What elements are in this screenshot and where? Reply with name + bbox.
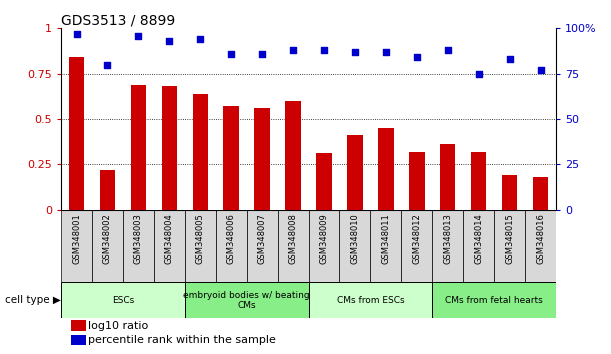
Bar bbox=[533, 177, 548, 210]
Bar bbox=[471, 152, 486, 210]
Text: GSM348005: GSM348005 bbox=[196, 213, 205, 264]
Text: GSM348013: GSM348013 bbox=[443, 213, 452, 264]
Text: percentile rank within the sample: percentile rank within the sample bbox=[89, 335, 276, 345]
Bar bbox=[131, 85, 146, 210]
Bar bbox=[316, 153, 332, 210]
Bar bbox=[185, 282, 309, 319]
Text: GSM348012: GSM348012 bbox=[412, 213, 422, 264]
Bar bbox=[154, 210, 185, 282]
Text: embryoid bodies w/ beating
CMs: embryoid bodies w/ beating CMs bbox=[183, 291, 310, 310]
Bar bbox=[216, 210, 247, 282]
Bar bbox=[185, 210, 216, 282]
Point bbox=[505, 56, 514, 62]
Text: GDS3513 / 8899: GDS3513 / 8899 bbox=[61, 13, 175, 27]
Bar bbox=[92, 210, 123, 282]
Point bbox=[536, 67, 546, 73]
Point bbox=[412, 55, 422, 60]
Bar bbox=[378, 128, 393, 210]
Point bbox=[134, 33, 144, 38]
Text: CMs from ESCs: CMs from ESCs bbox=[337, 296, 404, 305]
Bar bbox=[71, 320, 86, 331]
Bar bbox=[502, 175, 518, 210]
Bar bbox=[433, 210, 463, 282]
Bar bbox=[277, 210, 309, 282]
Bar bbox=[254, 108, 270, 210]
Bar bbox=[247, 210, 277, 282]
Text: GSM348001: GSM348001 bbox=[72, 213, 81, 264]
Bar bbox=[347, 135, 363, 210]
Bar bbox=[192, 93, 208, 210]
Bar bbox=[61, 210, 92, 282]
Text: log10 ratio: log10 ratio bbox=[89, 321, 148, 331]
Bar bbox=[123, 210, 154, 282]
Bar bbox=[285, 101, 301, 210]
Text: GSM348002: GSM348002 bbox=[103, 213, 112, 264]
Text: GSM348007: GSM348007 bbox=[258, 213, 266, 264]
Point bbox=[103, 62, 112, 67]
Text: GSM348015: GSM348015 bbox=[505, 213, 514, 264]
Bar bbox=[340, 210, 370, 282]
Text: GSM348016: GSM348016 bbox=[536, 213, 545, 264]
Point bbox=[71, 31, 81, 36]
Bar bbox=[69, 57, 84, 210]
Bar bbox=[463, 210, 494, 282]
Text: GSM348003: GSM348003 bbox=[134, 213, 143, 264]
Text: GSM348009: GSM348009 bbox=[320, 213, 329, 264]
Bar bbox=[71, 335, 86, 346]
Bar bbox=[525, 210, 556, 282]
Bar bbox=[100, 170, 115, 210]
Text: GSM348014: GSM348014 bbox=[474, 213, 483, 264]
Point bbox=[226, 51, 236, 57]
Bar bbox=[162, 86, 177, 210]
Point bbox=[381, 49, 391, 55]
Bar bbox=[409, 152, 425, 210]
Bar bbox=[433, 282, 556, 319]
Bar bbox=[370, 210, 401, 282]
Bar bbox=[61, 282, 185, 319]
Bar bbox=[440, 144, 455, 210]
Text: GSM348010: GSM348010 bbox=[351, 213, 359, 264]
Point bbox=[474, 71, 483, 76]
Text: cell type ▶: cell type ▶ bbox=[5, 295, 61, 305]
Point bbox=[288, 47, 298, 53]
Bar bbox=[401, 210, 433, 282]
Bar bbox=[494, 210, 525, 282]
Bar bbox=[309, 210, 340, 282]
Bar bbox=[224, 106, 239, 210]
Text: GSM348011: GSM348011 bbox=[381, 213, 390, 264]
Point bbox=[257, 51, 267, 57]
Point bbox=[443, 47, 453, 53]
Text: ESCs: ESCs bbox=[112, 296, 134, 305]
Text: CMs from fetal hearts: CMs from fetal hearts bbox=[445, 296, 543, 305]
Text: GSM348008: GSM348008 bbox=[288, 213, 298, 264]
Point bbox=[319, 47, 329, 53]
Point bbox=[196, 36, 205, 42]
Point bbox=[164, 38, 174, 44]
Text: GSM348006: GSM348006 bbox=[227, 213, 236, 264]
Text: GSM348004: GSM348004 bbox=[165, 213, 174, 264]
Bar bbox=[309, 282, 433, 319]
Point bbox=[350, 49, 360, 55]
